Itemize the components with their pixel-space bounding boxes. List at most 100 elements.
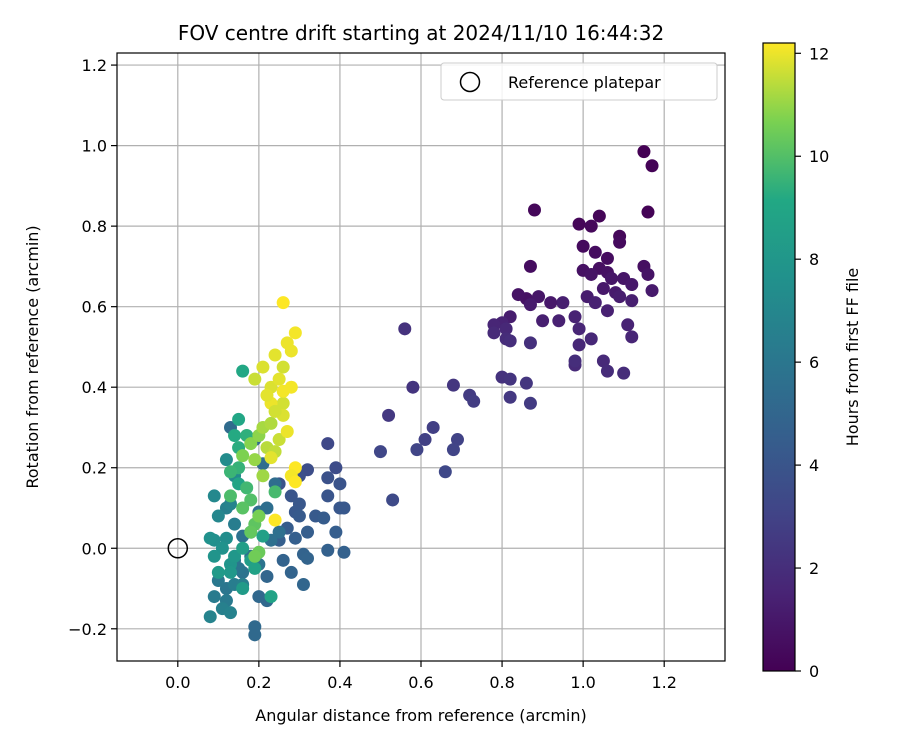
colorbar-tick-label: 10 xyxy=(809,147,829,166)
data-point xyxy=(301,551,315,565)
data-point xyxy=(568,354,582,368)
data-point xyxy=(296,577,310,591)
y-axis-label: Rotation from reference (arcmin) xyxy=(23,225,42,488)
x-axis-ticks: 0.0 0.2 0.4 0.6 0.8 1.0 1.2 xyxy=(165,661,677,692)
data-point xyxy=(386,493,400,507)
data-point xyxy=(600,304,614,318)
data-point xyxy=(276,296,290,310)
data-point xyxy=(203,610,217,624)
data-point xyxy=(301,525,315,539)
data-point xyxy=(523,336,537,350)
data-point xyxy=(625,330,639,344)
data-point xyxy=(248,561,262,575)
data-point xyxy=(268,513,282,527)
data-point xyxy=(248,628,262,642)
y-tick-label: 1.2 xyxy=(82,56,107,75)
data-point xyxy=(223,465,237,479)
data-point xyxy=(260,388,274,402)
data-point xyxy=(467,394,481,408)
x-tick-label: 0.2 xyxy=(246,673,271,692)
data-point xyxy=(207,489,221,503)
data-point xyxy=(288,326,302,340)
data-point xyxy=(337,501,351,515)
data-point xyxy=(410,443,424,457)
data-point xyxy=(244,493,258,507)
data-point xyxy=(596,282,610,296)
data-point xyxy=(223,489,237,503)
data-point xyxy=(321,543,335,557)
data-point xyxy=(207,590,221,604)
data-point xyxy=(276,396,290,410)
data-point xyxy=(284,344,298,358)
data-point xyxy=(382,408,396,422)
y-axis-ticks: −0.2 0.0 0.2 0.4 0.6 0.8 1.0 1.2 xyxy=(68,56,117,639)
data-point xyxy=(503,390,517,404)
colorbar-gradient xyxy=(763,43,795,671)
legend-label: Reference platepar xyxy=(508,73,661,92)
data-point xyxy=(256,360,270,374)
data-point xyxy=(576,239,590,253)
y-tick-label: −0.2 xyxy=(68,620,107,639)
data-point xyxy=(228,517,242,531)
legend-box xyxy=(440,62,718,101)
data-point xyxy=(236,541,250,555)
data-point xyxy=(256,529,270,543)
colorbar-tick-label: 0 xyxy=(809,662,819,681)
data-point xyxy=(211,509,225,523)
data-point xyxy=(532,290,546,304)
data-point xyxy=(321,489,335,503)
data-point xyxy=(288,475,302,489)
data-point xyxy=(219,531,233,545)
colorbar-label: Hours from first FF file xyxy=(843,268,862,447)
data-point xyxy=(321,437,335,451)
data-point xyxy=(329,525,343,539)
data-point xyxy=(284,380,298,394)
y-tick-label: 0.0 xyxy=(82,539,107,558)
data-point xyxy=(276,360,290,374)
data-point xyxy=(406,380,420,394)
data-point xyxy=(292,509,306,523)
data-point xyxy=(337,545,351,559)
data-point xyxy=(236,501,250,515)
data-point xyxy=(268,404,282,418)
data-point xyxy=(641,205,655,219)
data-point xyxy=(248,372,262,386)
data-point xyxy=(527,203,541,217)
data-point xyxy=(645,284,659,298)
data-point xyxy=(556,296,570,310)
data-point xyxy=(572,322,586,336)
data-point xyxy=(228,549,242,563)
data-point xyxy=(248,453,262,467)
colorbar-ticks: 0 2 4 6 8 10 12 xyxy=(795,44,829,681)
legend-marker xyxy=(459,71,481,93)
x-tick-label: 1.0 xyxy=(570,673,595,692)
data-point xyxy=(613,290,627,304)
y-tick-label: 0.8 xyxy=(82,217,107,236)
colorbar-tick-label: 2 xyxy=(809,559,819,578)
data-point xyxy=(438,465,452,479)
data-point xyxy=(641,267,655,281)
data-points xyxy=(203,145,659,642)
y-tick-label: 0.4 xyxy=(82,378,107,397)
data-point xyxy=(588,245,602,259)
data-point xyxy=(523,396,537,410)
data-point xyxy=(487,326,501,340)
data-point xyxy=(219,453,233,467)
data-point xyxy=(264,590,278,604)
data-point xyxy=(215,541,229,555)
data-point xyxy=(613,235,627,249)
x-tick-label: 0.4 xyxy=(327,673,352,692)
data-point xyxy=(223,565,237,579)
data-point xyxy=(588,296,602,310)
colorbar-tick-label: 8 xyxy=(809,250,819,269)
data-point xyxy=(203,531,217,545)
y-tick-label: 1.0 xyxy=(82,137,107,156)
data-point xyxy=(600,251,614,265)
data-point xyxy=(207,549,221,563)
data-point xyxy=(284,565,298,579)
data-point xyxy=(252,509,266,523)
colorbar-tick-label: 12 xyxy=(809,44,829,63)
data-point xyxy=(418,433,432,447)
data-point xyxy=(592,209,606,223)
data-point xyxy=(552,314,566,328)
